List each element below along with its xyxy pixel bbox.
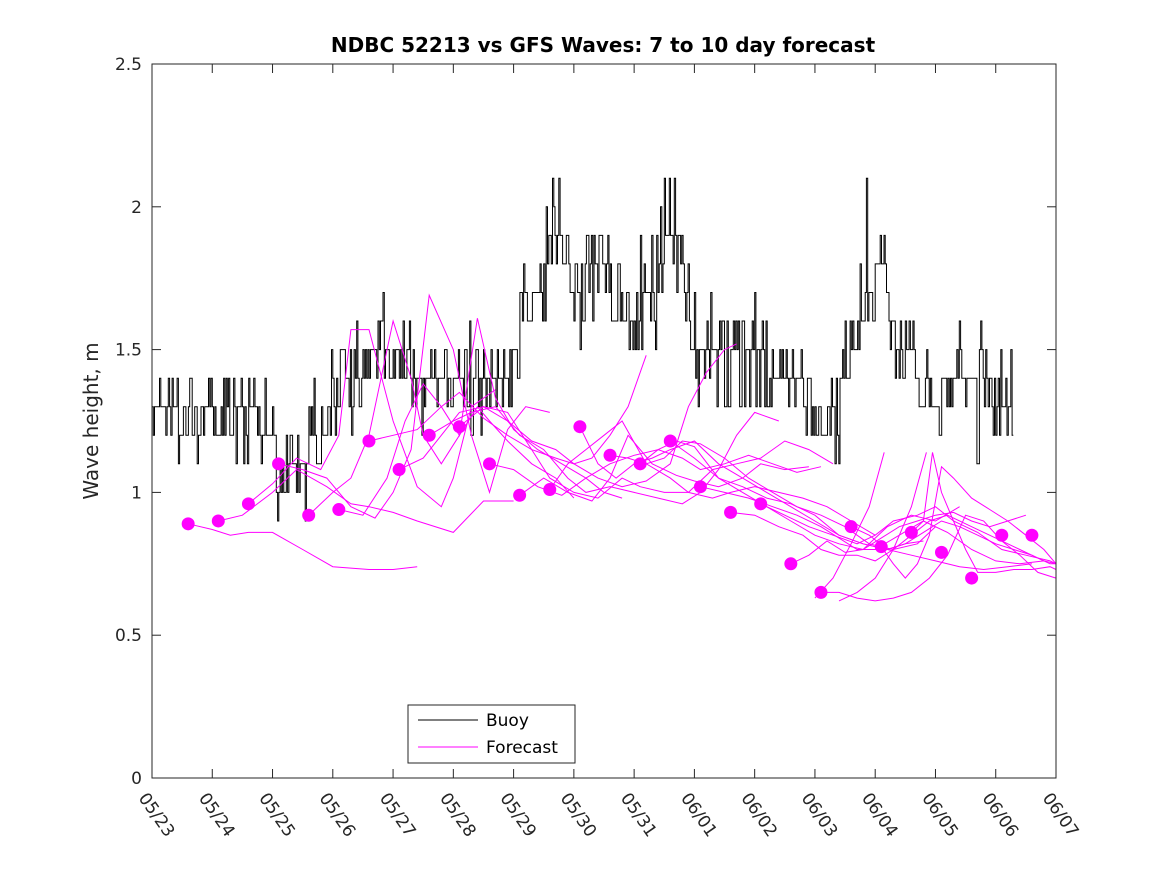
plot-background xyxy=(152,64,1056,778)
y-tick-label: 0 xyxy=(131,769,142,789)
forecast-line xyxy=(368,355,647,465)
plot-area xyxy=(151,63,1057,779)
forecast-marker xyxy=(241,497,255,511)
legend-box xyxy=(407,704,576,764)
forecast-marker xyxy=(904,525,918,539)
buoy-line xyxy=(152,177,1014,522)
forecast-line xyxy=(730,511,1045,562)
legend-forecast-label: Forecast xyxy=(486,738,558,758)
forecast-series xyxy=(188,293,1057,602)
y-tick-label: 0.5 xyxy=(115,626,142,646)
forecast-marker xyxy=(754,497,768,511)
y-tick-label: 1 xyxy=(131,483,142,503)
forecast-marker xyxy=(693,480,707,494)
forecast-line xyxy=(398,343,737,488)
forecast-marker xyxy=(633,457,647,471)
forecast-line xyxy=(519,434,809,502)
forecast-marker xyxy=(663,434,677,448)
forecast-line xyxy=(821,514,1057,602)
forecast-marker xyxy=(392,463,406,477)
forecast-markers xyxy=(181,420,1039,599)
forecast-line xyxy=(459,406,834,499)
forecast-line xyxy=(670,440,1032,571)
forecast-line xyxy=(248,329,496,508)
forecast-line xyxy=(218,468,514,533)
legend-buoy-label: Buoy xyxy=(486,711,529,731)
forecast-line xyxy=(838,452,927,602)
forecast-marker xyxy=(1025,528,1039,542)
y-axis-label: Wave height, m xyxy=(79,342,103,499)
forecast-marker xyxy=(784,557,798,571)
forecast-marker xyxy=(211,514,225,528)
forecast-line xyxy=(188,523,418,570)
forecast-line xyxy=(814,452,885,599)
forecast-line xyxy=(911,452,1057,573)
forecast-marker xyxy=(482,457,496,471)
y-axis: 0 0.5 1 1.5 2 2.5 xyxy=(115,55,1056,789)
forecast-marker xyxy=(452,420,466,434)
y-tick-label: 1.5 xyxy=(115,341,142,361)
chart-title: NDBC 52213 vs GFS Waves: 7 to 10 day for… xyxy=(331,33,876,57)
forecast-marker xyxy=(302,508,316,522)
forecast-marker xyxy=(362,434,376,448)
y-tick-label: 2 xyxy=(131,198,142,218)
forecast-marker xyxy=(995,528,1009,542)
plot-frame xyxy=(151,63,1057,779)
forecast-marker xyxy=(332,503,346,517)
forecast-line xyxy=(850,520,1056,565)
forecast-marker xyxy=(934,545,948,559)
forecast-marker xyxy=(814,585,828,599)
forecast-marker xyxy=(724,505,738,519)
forecast-marker xyxy=(573,420,587,434)
legend: Buoy Forecast xyxy=(407,704,576,764)
forecast-line xyxy=(549,420,876,536)
forecast-marker xyxy=(874,540,888,554)
forecast-marker xyxy=(543,483,557,497)
forecast-marker xyxy=(844,520,858,534)
forecast-marker xyxy=(272,457,286,471)
forecast-marker xyxy=(422,428,436,442)
buoy-series xyxy=(152,177,1014,522)
forecast-marker xyxy=(181,517,195,531)
forecast-marker xyxy=(513,488,527,502)
forecast-marker xyxy=(603,448,617,462)
forecast-line xyxy=(790,511,1027,565)
forecast-line xyxy=(338,318,623,516)
forecast-line xyxy=(278,293,550,519)
y-tick-label: 2.5 xyxy=(115,55,142,75)
forecast-line xyxy=(308,319,575,516)
forecast-marker xyxy=(965,571,979,585)
